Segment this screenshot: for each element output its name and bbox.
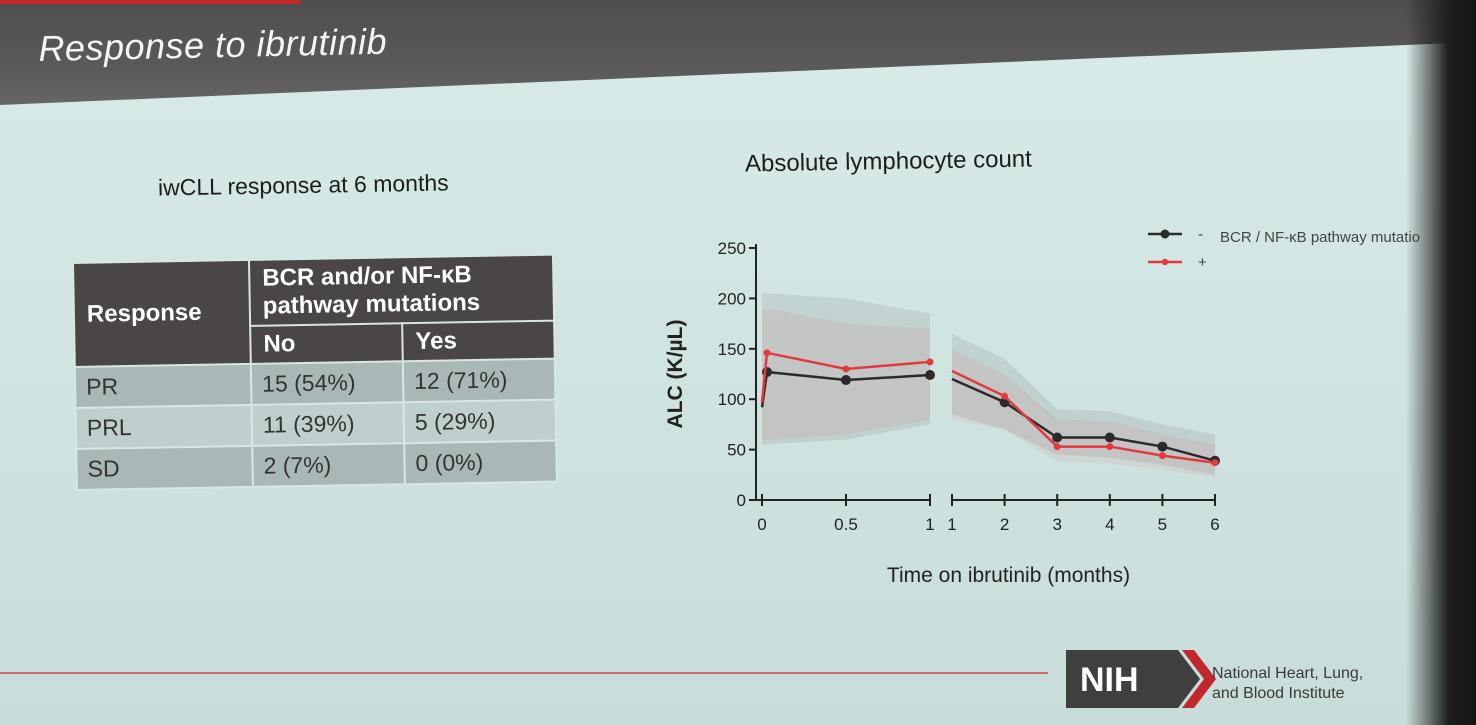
row-label: PR [74, 363, 252, 408]
row-label: PRL [75, 404, 253, 449]
header-no: No [250, 323, 403, 364]
institute-line-2: and Blood Institute [1212, 685, 1345, 702]
y-tick-label: 150 [718, 340, 746, 359]
nih-logo-text: NIH [1080, 661, 1139, 699]
x-tick-label: 1 [947, 515, 956, 534]
table-header-row: Response BCR and/or NF-κB pathway mutati… [73, 254, 555, 367]
data-point-plus [1158, 452, 1166, 460]
x-tick-label: 1 [925, 515, 934, 534]
slide-title: Response to ibrutinib [38, 20, 388, 69]
data-point-plus [1106, 443, 1114, 451]
header-mutation-group: BCR and/or NF-κB pathway mutations [248, 254, 555, 326]
legend-entry-label: - [1198, 226, 1203, 243]
x-tick-label: 6 [1210, 515, 1219, 534]
data-point-plus [1211, 459, 1219, 467]
table-row: SD 2 (7%) 0 (0%) [76, 440, 557, 490]
institute-line-1: National Heart, Lung, [1212, 665, 1364, 682]
response-table: Response BCR and/or NF-κB pathway mutati… [72, 254, 558, 491]
y-tick-label: 50 [727, 441, 746, 460]
x-tick-label: 5 [1158, 515, 1167, 534]
institute-name: National Heart, Lung, and Blood Institut… [1212, 664, 1363, 704]
cell-yes: 12 (71%) [402, 358, 556, 403]
data-point-plus [842, 365, 850, 373]
data-point-plus [1001, 392, 1009, 400]
x-tick-label: 4 [1105, 515, 1114, 534]
data-point-minus [1104, 432, 1115, 443]
series-line-plus [951, 369, 1216, 464]
x-axis-label: Time on ibrutinib (months) [887, 564, 1130, 587]
table-caption: iwCLL response at 6 months [157, 169, 449, 201]
x-tick-label: 0.5 [834, 515, 858, 534]
data-point-plus [926, 358, 934, 366]
header-yes: Yes [402, 320, 555, 362]
screen-edge-shadow [1406, 0, 1476, 725]
y-axis-label: ALC (K/µL) [664, 320, 687, 429]
legend-marker-plus [1161, 258, 1169, 266]
legend-title: BCR / NF-κB pathway mutations [1220, 229, 1420, 246]
footer-divider [0, 672, 1048, 674]
y-tick-label: 0 [737, 491, 746, 510]
alc-line-chart: 0 50 100 150 200 250 0 0.5 1 1 2 3 4 5 6 ALC (K/µL) Time… [664, 226, 1420, 587]
row-label: SD [76, 445, 253, 490]
nih-logo: NIH [1066, 650, 1216, 708]
cell-no: 2 (7%) [252, 443, 405, 487]
y-tick-label: 200 [718, 289, 746, 308]
series-line-minus [951, 377, 1216, 462]
chart-title: Absolute lymphocyte count [744, 145, 1033, 178]
x-tick-label: 2 [1000, 515, 1009, 534]
cell-yes: 5 (29%) [403, 399, 557, 444]
data-point-plus [763, 349, 771, 357]
legend-entry-label: + [1198, 254, 1207, 271]
x-tick-label: 0 [757, 515, 766, 534]
data-point-plus [1053, 443, 1061, 451]
y-tick-label: 100 [718, 390, 746, 409]
cell-no: 15 (54%) [250, 361, 404, 405]
series-line-plus [760, 351, 931, 403]
header-accent-bar [0, 0, 300, 4]
data-point-minus [841, 375, 851, 386]
data-point-minus [1052, 432, 1063, 443]
confidence-band-plus [762, 308, 930, 440]
x-tick-label: 3 [1052, 515, 1061, 534]
legend-marker-minus [1160, 229, 1170, 239]
data-point-minus [1157, 441, 1168, 452]
cell-no: 11 (39%) [251, 402, 405, 446]
header-response: Response [73, 259, 251, 367]
confidence-band-minus [952, 333, 1215, 475]
y-tick-label: 250 [718, 239, 746, 258]
data-point-minus [925, 370, 935, 381]
cell-yes: 0 (0%) [404, 440, 557, 485]
